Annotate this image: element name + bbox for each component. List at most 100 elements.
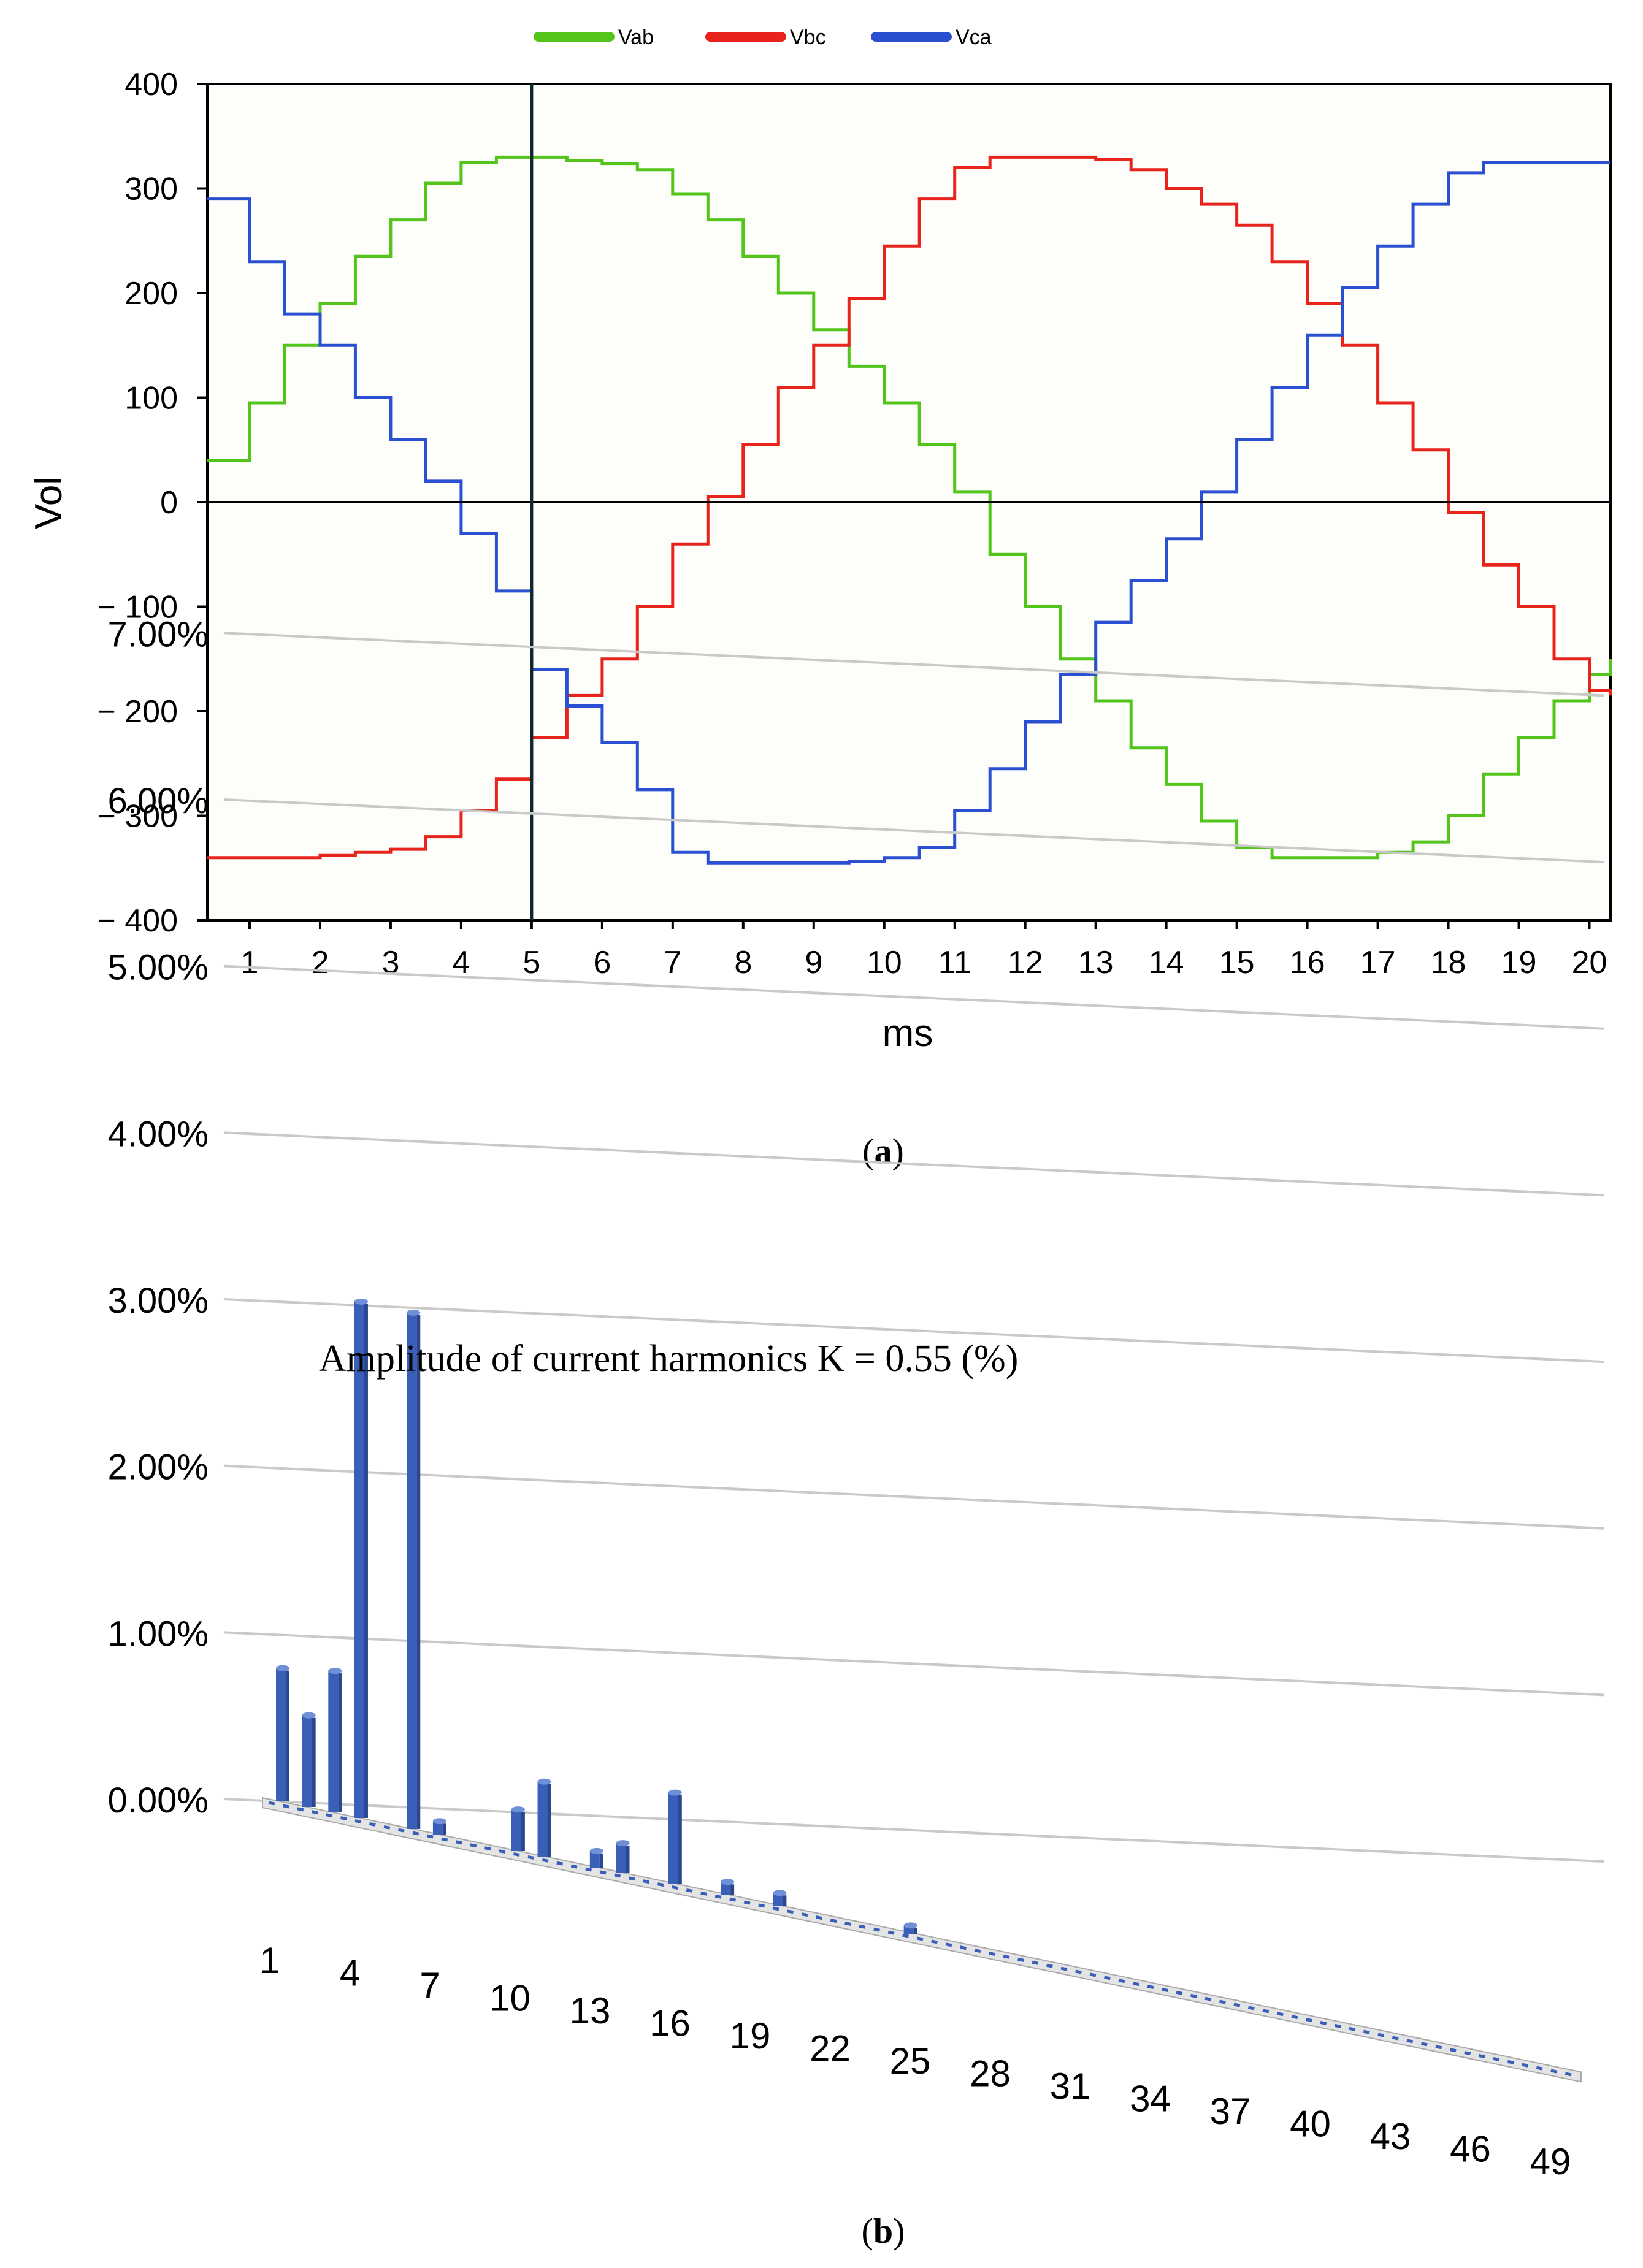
bar-side bbox=[783, 1895, 787, 1906]
zero-bar-baseline bbox=[268, 1801, 1576, 2077]
bar-side bbox=[599, 1853, 603, 1868]
y-tick-label: 300 bbox=[124, 172, 178, 207]
x-tick-label: 49 bbox=[1530, 2141, 1571, 2182]
x-axis-title: ms bbox=[883, 1012, 933, 1055]
bar-side bbox=[338, 1673, 342, 1812]
legend-label-vbc: Vbc bbox=[790, 26, 826, 49]
chart-floor bbox=[262, 1796, 1582, 2083]
y-tick-label: 2.00% bbox=[108, 1448, 209, 1487]
x-tick-label: 16 bbox=[1290, 945, 1325, 980]
x-tick-label: 18 bbox=[1431, 945, 1466, 980]
gridline bbox=[223, 1298, 1604, 1364]
harmonic-bar bbox=[328, 1668, 342, 1812]
harmonic-bars bbox=[276, 1298, 917, 1934]
gridline bbox=[223, 1131, 1604, 1197]
y-tick-label: 3.00% bbox=[108, 1281, 209, 1321]
y-tick-label: 200 bbox=[124, 276, 178, 311]
x-tick-label: 16 bbox=[649, 2003, 691, 2044]
harmonic-bar bbox=[589, 1847, 603, 1868]
bar-front bbox=[616, 1843, 626, 1873]
caption-paren: ( bbox=[862, 1131, 874, 1171]
x-tick-label: 13 bbox=[570, 1990, 611, 2031]
gridline bbox=[223, 798, 1604, 864]
legend-swatch-vbc bbox=[705, 32, 786, 42]
harmonic-bar bbox=[511, 1806, 525, 1851]
panel-b-caption: (b) bbox=[862, 2211, 905, 2251]
harmonic-bar bbox=[721, 1879, 735, 1895]
y-tick-label: 4.00% bbox=[108, 1114, 209, 1154]
x-tick-label: 14 bbox=[1149, 945, 1184, 980]
x-tick-label: 19 bbox=[1501, 945, 1537, 980]
gridline bbox=[223, 1464, 1604, 1530]
series-line-vab bbox=[207, 155, 1612, 860]
x-tick-label: 20 bbox=[1572, 945, 1607, 980]
x-tick-label: 40 bbox=[1290, 2104, 1331, 2145]
panel-b-harmonics-chart: 7.00% 6.00% 5.00% 4.00% 3.00% 2.00% 1.00% 0.00%… bbox=[108, 614, 1604, 2251]
harmonic-bar bbox=[302, 1712, 316, 1807]
bar-front bbox=[721, 1882, 731, 1895]
bar-front bbox=[354, 1301, 364, 1818]
caption-paren: ) bbox=[893, 2211, 905, 2251]
gridline bbox=[223, 964, 1604, 1030]
y-tick-label: − 400 bbox=[97, 903, 178, 939]
harmonic-bar bbox=[668, 1789, 682, 1884]
bar-top bbox=[721, 1879, 735, 1885]
caption-letter: b bbox=[873, 2211, 893, 2251]
bar-top bbox=[511, 1806, 525, 1813]
y-tick-label: 0 bbox=[160, 485, 178, 521]
x-tick-label: 11 bbox=[938, 945, 971, 980]
bar-front bbox=[773, 1893, 783, 1906]
bar-front bbox=[328, 1671, 339, 1812]
x-tick-label: 13 bbox=[1078, 945, 1114, 980]
x-tick-label: 17 bbox=[1360, 945, 1396, 980]
harmonic-bar bbox=[903, 1922, 917, 1934]
harmonic-bar bbox=[773, 1890, 787, 1906]
harmonic-bar bbox=[432, 1818, 446, 1835]
bar-top bbox=[537, 1778, 551, 1785]
gridline bbox=[223, 632, 1604, 697]
y-tick-label: 6.00% bbox=[108, 781, 209, 821]
x-tick-label: 1 bbox=[259, 1940, 280, 1981]
caption-paren: ) bbox=[892, 1131, 904, 1171]
gridline bbox=[223, 1798, 1604, 1863]
series-line-vca bbox=[207, 161, 1610, 865]
x-tick-label: 4 bbox=[452, 945, 470, 980]
y-tick-label: − 100 bbox=[97, 590, 178, 625]
bar-top bbox=[276, 1665, 289, 1671]
legend-swatch-vca bbox=[871, 32, 952, 42]
panel-a-caption: (a) bbox=[862, 1131, 904, 1171]
x-tick-label: 15 bbox=[1219, 945, 1255, 980]
bar-side bbox=[547, 1784, 551, 1857]
caption-letter: a bbox=[875, 1131, 892, 1171]
x-tick-label: 5 bbox=[523, 945, 540, 980]
legend: Vab Vbc Vca bbox=[534, 26, 992, 49]
x-tick-label: 28 bbox=[970, 2053, 1011, 2094]
y-tick-label: 100 bbox=[124, 381, 178, 416]
x-tick-label: 8 bbox=[734, 945, 752, 980]
y-tick-label: 7.00% bbox=[108, 614, 209, 654]
harmonic-bar bbox=[407, 1309, 421, 1829]
x-tick-label: 22 bbox=[810, 2028, 851, 2069]
caption-paren: ( bbox=[862, 2211, 873, 2251]
harmonic-bar bbox=[354, 1298, 368, 1818]
x-tick-label: 4 bbox=[340, 1953, 360, 1994]
x-tick-label: 1 bbox=[241, 945, 259, 980]
x-tick-label: 43 bbox=[1370, 2116, 1411, 2157]
x-tick-label: 7 bbox=[419, 1965, 440, 2006]
x-tick-label: 10 bbox=[867, 945, 902, 980]
x-tick-label: 19 bbox=[730, 2015, 771, 2056]
bar-top bbox=[589, 1847, 603, 1854]
bar-side bbox=[364, 1304, 368, 1818]
bar-top bbox=[328, 1668, 342, 1674]
x-tick-label: 37 bbox=[1210, 2091, 1251, 2132]
bar-side bbox=[286, 1670, 289, 1801]
x-tick-label: 31 bbox=[1050, 2066, 1091, 2107]
chart-annotation: Amplitude of current harmonics K = 0.55 … bbox=[319, 1338, 1018, 1380]
y-tick-label: 1.00% bbox=[108, 1614, 209, 1654]
bar-front bbox=[589, 1850, 600, 1868]
bar-side bbox=[312, 1717, 316, 1807]
x-tick-label: 10 bbox=[489, 1978, 530, 2019]
axes-group: 7.00% 6.00% 5.00% 4.00% 3.00% 2.00% 1.00% 0.00%… bbox=[108, 614, 1571, 2182]
gridline bbox=[223, 1631, 1604, 1697]
